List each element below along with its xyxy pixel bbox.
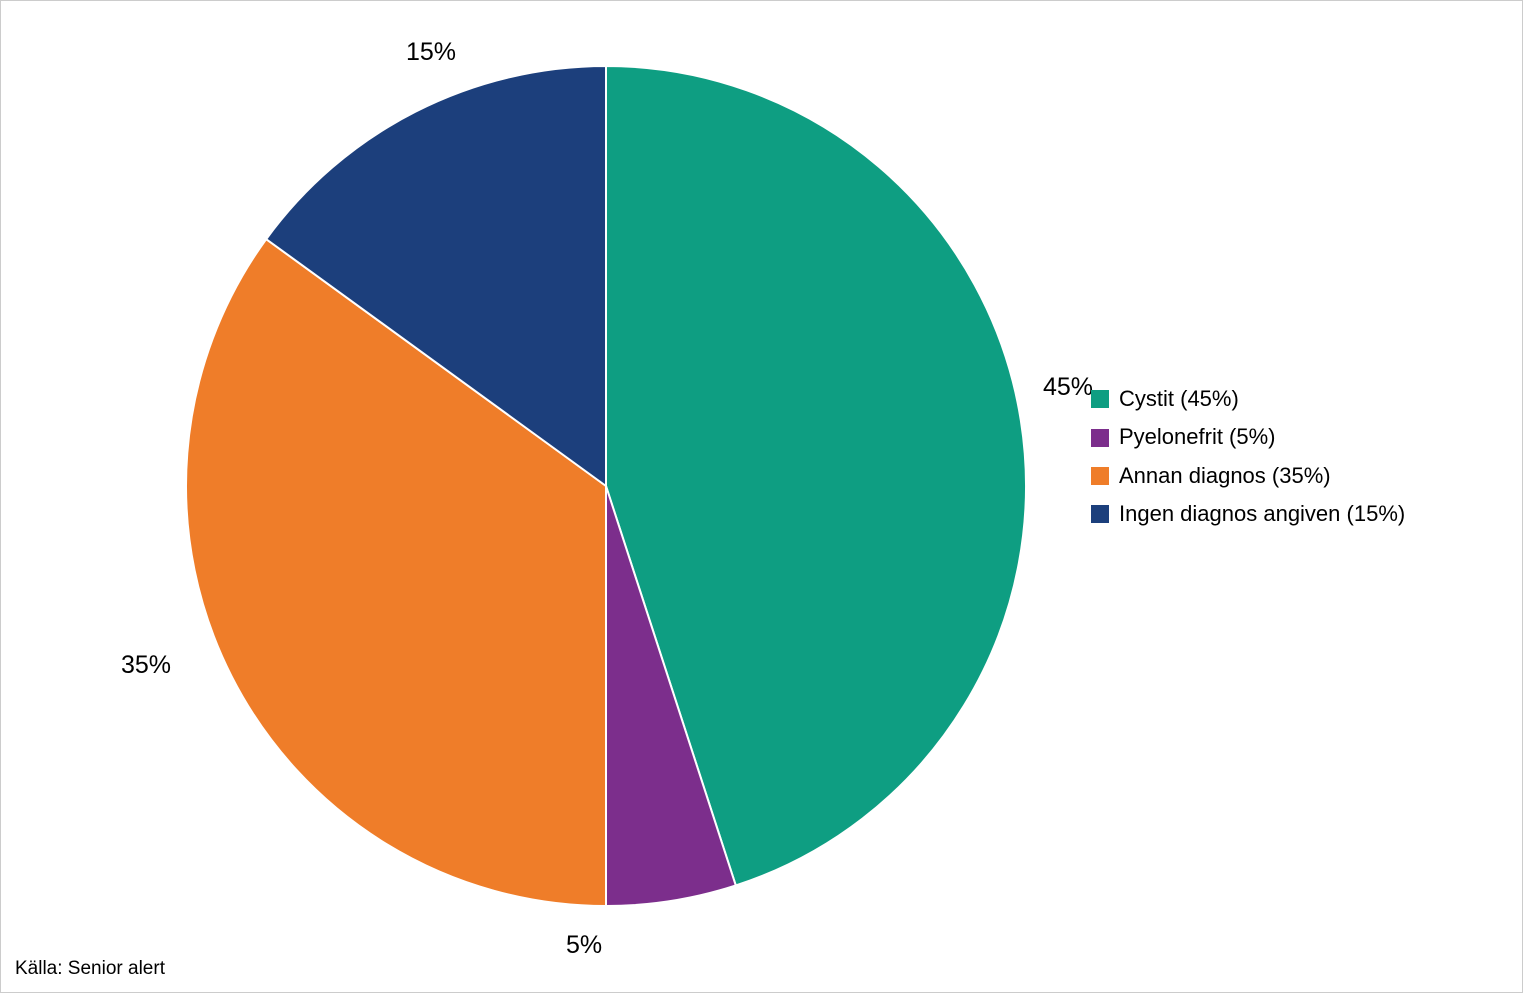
- chart-frame: 45% 5% 35% 15% Cystit (45%) Pyelonefrit …: [0, 0, 1523, 993]
- legend-label: Pyelonefrit (5%): [1119, 424, 1276, 450]
- legend-label: Annan diagnos (35%): [1119, 463, 1331, 489]
- legend-swatch-pyelonefrit: [1091, 429, 1109, 447]
- legend-label: Cystit (45%): [1119, 386, 1239, 412]
- slice-label-ingen: 15%: [406, 38, 456, 67]
- legend-swatch-ingen: [1091, 505, 1109, 523]
- legend-label: Ingen diagnos angiven (15%): [1119, 501, 1405, 527]
- slice-label-cystit: 45%: [1043, 373, 1093, 402]
- legend-item-annan: Annan diagnos (35%): [1091, 463, 1405, 489]
- slice-label-annan: 35%: [121, 651, 171, 680]
- pie-chart: [181, 56, 1031, 931]
- legend-item-ingen: Ingen diagnos angiven (15%): [1091, 501, 1405, 527]
- slice-label-pyelonefrit: 5%: [566, 931, 602, 960]
- legend-swatch-cystit: [1091, 390, 1109, 408]
- source-text: Källa: Senior alert: [15, 958, 165, 980]
- legend-swatch-annan: [1091, 467, 1109, 485]
- legend-item-pyelonefrit: Pyelonefrit (5%): [1091, 424, 1405, 450]
- legend: Cystit (45%) Pyelonefrit (5%) Annan diag…: [1091, 386, 1405, 540]
- legend-item-cystit: Cystit (45%): [1091, 386, 1405, 412]
